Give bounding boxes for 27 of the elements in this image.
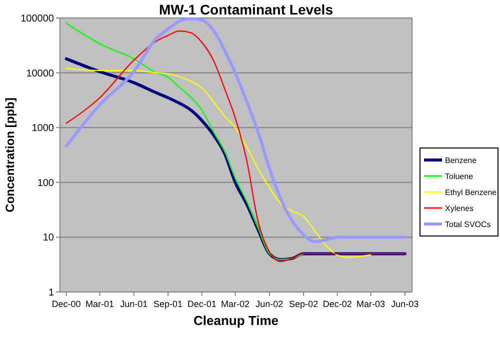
legend-label: Toluene <box>445 172 474 181</box>
x-tick-label: Sep-02 <box>289 299 318 309</box>
legend-label: Total SVOCs <box>445 220 491 229</box>
x-tick-label: Jun-01 <box>120 299 148 309</box>
legend-label: Ethyl Benzene <box>445 188 498 197</box>
legend-label: Xylenes <box>445 204 474 213</box>
x-tick-label: Dec-02 <box>322 299 352 309</box>
chart-title: MW-1 Contaminant Levels <box>159 2 334 18</box>
x-tick-label: Sep-01 <box>154 299 183 309</box>
x-tick-label: Jun-02 <box>256 299 284 309</box>
x-tick-label: Jun-03 <box>391 299 419 309</box>
y-tick-label: 10 <box>42 232 54 244</box>
line-series <box>66 22 304 260</box>
y-tick-label: 100 <box>37 178 54 189</box>
x-axis-title: Cleanup Time <box>193 313 279 328</box>
y-axis-title: Concentration [ppb] <box>3 98 17 212</box>
x-tick-label: Mar-03 <box>356 299 386 309</box>
legend-label: Benzene <box>445 156 478 165</box>
x-tick-label: Mar-01 <box>85 299 114 309</box>
y-tick-label: 1000 <box>32 123 54 134</box>
y-tick-label: 1 <box>48 288 54 298</box>
x-tick-label: Dec-01 <box>187 299 216 309</box>
line-series <box>66 68 372 258</box>
x-tick-label: Mar-02 <box>221 299 250 309</box>
y-tick-label: 100000 <box>20 14 54 24</box>
y-tick-label: 10000 <box>26 68 54 80</box>
x-tick-label: Dec-00 <box>52 299 81 309</box>
